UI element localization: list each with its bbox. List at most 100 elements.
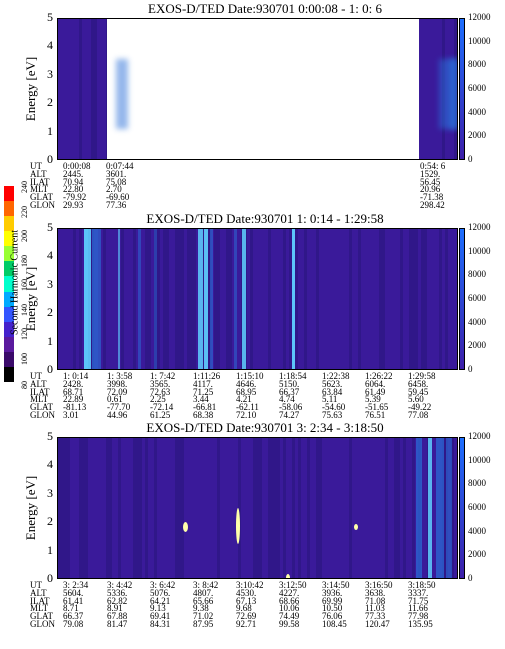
spectrogram-column [295, 438, 298, 578]
orbit-table-cell: 3: 4:42 [107, 580, 133, 590]
orbit-table-cell: 1: 7:42 [150, 371, 176, 381]
orbit-table-cell: 22.80 [63, 184, 84, 195]
orbit-table-cell: 74.27 [279, 410, 300, 420]
orbit-table-cell: 8.91 [107, 603, 123, 614]
spectrogram-column [79, 438, 82, 578]
spectrogram-column [61, 19, 64, 159]
spectrogram-column [358, 438, 361, 578]
spectrogram-column [115, 229, 118, 369]
spectrogram-streak [98, 229, 101, 369]
spectrogram-column [418, 229, 421, 369]
chart-title: EXOS-D/TED Date:930701 3: 2:34 - 3:18:50 [146, 420, 384, 435]
orbit-table-cell: 68.95 [236, 386, 257, 397]
spectrogram-column [118, 438, 121, 578]
spectrogram-column [97, 438, 100, 578]
left-colorbar-segment [4, 246, 14, 262]
spectrogram-column [274, 229, 277, 369]
y-tick-label: 5 [47, 220, 53, 234]
spectrogram-column [67, 438, 70, 578]
spectrogram-column [430, 19, 433, 159]
spectrogram-column [196, 438, 199, 578]
orbit-table-cell: 3.44 [193, 394, 209, 405]
spectrogram-column [70, 438, 73, 578]
orbit-table-cell: 3998. [107, 378, 128, 389]
orbit-table-cell: 11.03 [365, 603, 385, 614]
spectrogram-column [208, 438, 211, 578]
temperature-colorbar [459, 437, 465, 579]
spectrogram-column [139, 438, 142, 578]
orbit-table-cell: 5623. [322, 378, 343, 389]
spectrogram-column [214, 438, 217, 578]
spectrogram-column [157, 438, 160, 578]
y2-tick-label: 2000 [468, 340, 486, 351]
spectrogram-column [328, 229, 331, 369]
spectrogram-column [445, 229, 448, 369]
spectrogram-column [250, 438, 253, 578]
left-colorbar-segment [4, 306, 14, 323]
orbit-table-cell: 69.99 [322, 595, 343, 606]
spectrogram-column [457, 438, 458, 578]
spectrogram-column [67, 229, 70, 369]
y2-tick-label: 12000 [468, 222, 491, 232]
y2-tick-label: 0 [468, 154, 473, 164]
spectrogram-column [343, 229, 346, 369]
orbit-table-cell: 8.71 [63, 603, 79, 614]
spectrogram-column [286, 229, 289, 369]
y2-tick-label: 0 [468, 364, 473, 374]
orbit-table-cell: 298.42 [420, 200, 445, 210]
orbit-table-row-label: MLT [30, 394, 49, 405]
spectrogram-column [94, 19, 97, 159]
orbit-table-cell: 4807. [193, 587, 214, 598]
spectrogram-column [421, 19, 424, 159]
y2-tick-label: 12000 [468, 431, 491, 441]
orbit-table-cell: 1:11:26 [193, 371, 221, 381]
spectrogram-column [109, 229, 112, 369]
spectrogram-column [247, 438, 250, 578]
spectrogram-column [166, 229, 169, 369]
spectrogram-column [160, 229, 163, 369]
spectrogram-column [187, 438, 190, 578]
orbit-table-cell: 3638. [365, 587, 386, 598]
spectrogram-column [175, 438, 178, 578]
orbit-table-cell: 5076. [150, 587, 171, 598]
left-colorbar-segment [4, 276, 14, 293]
temperature-colorbar [459, 228, 465, 370]
spectrogram-column [154, 438, 157, 578]
left-colorbar-segment [4, 216, 14, 232]
spectrogram-column [103, 229, 106, 369]
orbit-table-cell: 3601. [106, 168, 127, 179]
orbit-table-cell: 61.41 [63, 595, 84, 606]
spectrogram-streak [92, 229, 98, 369]
spectrogram-column [190, 438, 193, 578]
spectrogram-column [169, 229, 172, 369]
spectrogram-column [133, 229, 136, 369]
spectrogram-column [58, 229, 61, 369]
orbit-table-cell: 71.75 [408, 595, 429, 606]
orbit-table-cell: 70.94 [63, 176, 84, 187]
left-colorbar-segment [4, 351, 14, 368]
spectrogram-streak [416, 438, 422, 578]
spectrogram-column [163, 229, 166, 369]
spectrogram-column [94, 438, 97, 578]
spectrogram-column [433, 438, 436, 578]
spectrogram-streak [446, 438, 452, 578]
orbit-table-cell: 9.38 [193, 603, 209, 614]
spectrogram-column [379, 229, 382, 369]
spectrogram-column [313, 438, 316, 578]
spectrogram-column [124, 438, 127, 578]
spectrogram-column [106, 229, 109, 369]
spectrogram-column [244, 438, 247, 578]
y2-tick-label: 8000 [468, 59, 486, 70]
orbit-table-cell: 99.58 [279, 619, 300, 629]
y2-tick-label: 12000 [468, 12, 491, 22]
spectrogram-streak [210, 229, 213, 369]
y2-tick-label: 6000 [468, 293, 486, 303]
spectrogram-column [334, 438, 337, 578]
spectrogram-column [358, 229, 361, 369]
spectrogram-column [307, 438, 310, 578]
spectrogram-column [349, 229, 352, 369]
y-tick-label: 1 [47, 123, 53, 138]
orbit-table-cell: 120.47 [365, 619, 390, 629]
spectrogram-column [76, 19, 79, 159]
spectrogram-column [448, 229, 451, 369]
